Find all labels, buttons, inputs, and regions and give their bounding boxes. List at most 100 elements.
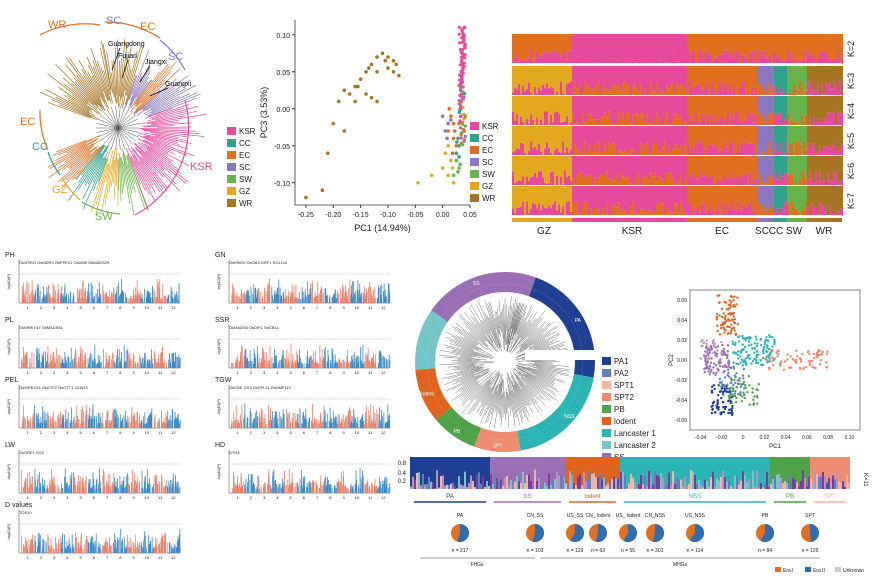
chrom-label: 1	[237, 305, 240, 310]
admix-bar	[628, 126, 630, 155]
admix-bar	[610, 126, 612, 144]
admix-bar	[807, 186, 809, 207]
snp-mark	[302, 424, 303, 428]
chrom-label: 10	[355, 370, 360, 375]
snp-mark	[42, 364, 43, 368]
admix-bar	[526, 186, 528, 201]
admix-bar	[592, 66, 594, 89]
admix-bar	[755, 96, 757, 115]
admix-bar	[761, 87, 763, 96]
admix-bar	[542, 66, 544, 85]
snp-mark	[46, 413, 47, 428]
admix-bar	[670, 156, 672, 173]
snp-mark	[75, 354, 76, 368]
snp-mark	[325, 289, 326, 303]
snp-mark	[66, 486, 67, 493]
admix-bar	[640, 114, 642, 126]
admix-bar	[717, 126, 719, 151]
snp-mark	[139, 420, 140, 428]
admix-bar	[693, 51, 695, 64]
admix-bar	[622, 66, 624, 83]
admix-bar	[534, 126, 536, 147]
admix-bar	[656, 82, 658, 96]
snp-mark	[273, 421, 274, 428]
snp-mark	[42, 299, 43, 303]
chrom-label: 11	[368, 370, 373, 375]
snp-mark	[303, 487, 304, 493]
snp-mark	[281, 488, 282, 493]
admix-bar	[771, 66, 773, 86]
admix-bar	[552, 204, 554, 216]
legend-label: EC	[239, 151, 250, 160]
admix-bar	[630, 156, 632, 183]
admix-bar	[600, 156, 602, 174]
admix-bar	[626, 66, 628, 84]
admix-bar	[536, 208, 538, 216]
admix-bar	[546, 34, 548, 54]
admix-bar	[825, 66, 827, 82]
snp-mark	[245, 489, 246, 493]
snp-mark	[93, 297, 94, 303]
admix-bar	[693, 175, 695, 186]
chrom-label: 3	[53, 370, 56, 375]
point-ksr	[463, 56, 466, 59]
snp-mark	[299, 360, 300, 368]
admix-bar	[646, 186, 648, 212]
admix-bar	[644, 34, 646, 49]
label-cc: CC	[32, 141, 48, 153]
y-label: -log10(P)	[216, 463, 221, 480]
snp-mark	[23, 405, 24, 428]
admix-bar	[741, 54, 743, 64]
admix-bar	[574, 186, 576, 202]
admix-bar	[795, 142, 797, 156]
admix-bar	[825, 126, 827, 146]
admix-bar	[707, 34, 709, 54]
admix-bar	[546, 96, 548, 111]
admix-bar	[778, 112, 780, 126]
admix-bar	[532, 176, 534, 186]
admix-bar	[526, 201, 528, 216]
snp-mark	[311, 361, 312, 368]
admix-bar	[759, 126, 761, 156]
snp-mark	[313, 423, 314, 428]
snp-mark	[336, 298, 337, 303]
admix-bar	[737, 126, 739, 143]
snp-mark	[171, 420, 172, 428]
snp-mark	[21, 470, 22, 493]
snp-mark	[305, 414, 306, 428]
admix-bar	[536, 178, 538, 186]
admix-bar	[616, 66, 618, 87]
admix-bar	[532, 148, 534, 156]
group-label-ksr: KSR	[622, 226, 643, 237]
admix-bar	[596, 51, 598, 64]
snp-mark	[114, 362, 115, 368]
snp-mark	[81, 297, 82, 303]
snp-mark	[367, 423, 368, 428]
admix-bar	[568, 156, 570, 176]
admix-bar	[695, 126, 697, 141]
legend-label: EC	[482, 146, 493, 155]
snp-mark	[292, 293, 293, 303]
admix-bar	[576, 202, 578, 216]
admix-bar	[731, 186, 733, 202]
admix-bar	[522, 85, 524, 96]
snp-mark	[380, 421, 381, 428]
snp-mark	[122, 486, 123, 493]
snp-mark	[320, 358, 321, 368]
admix-bar	[654, 186, 656, 212]
admix-bar	[705, 126, 707, 149]
admix-bar	[743, 55, 745, 64]
admix-bar	[656, 113, 658, 126]
k-label: K=4	[846, 103, 856, 119]
point-gz	[430, 174, 434, 178]
admix-bar	[707, 66, 709, 91]
snp-mark	[378, 292, 379, 303]
snp-mark	[121, 279, 122, 303]
snp-mark	[23, 283, 24, 303]
snp-mark	[111, 292, 112, 303]
admix-bar	[731, 126, 733, 142]
admix-bar	[660, 34, 662, 53]
admix-bar	[548, 126, 550, 148]
admix-bar	[532, 34, 534, 61]
admix-bar	[787, 34, 789, 50]
